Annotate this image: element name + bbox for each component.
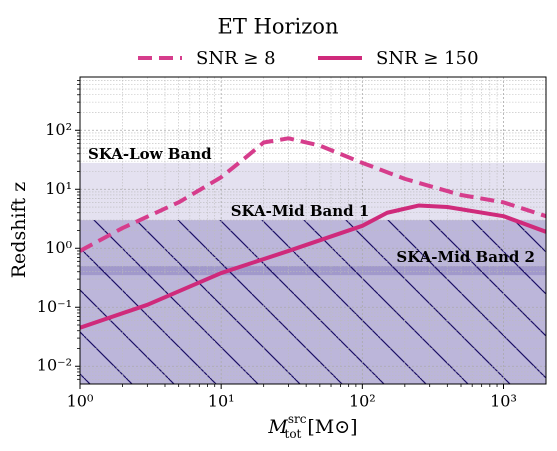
x-label-symbol: M [267, 416, 288, 438]
x-axis-label: Msrc tot [M⊙] [267, 412, 357, 441]
y-axis-label: Redshift z [8, 182, 30, 279]
plot-frame [79, 76, 547, 385]
x-tick-label: 10⁰ [67, 392, 94, 411]
x-tick-label: 10¹ [208, 392, 235, 411]
series-line [80, 203, 546, 330]
x-tick-label: 10³ [490, 392, 517, 411]
x-label-unit: [M⊙] [307, 416, 357, 438]
legend-label: SNR ≥ 8 [196, 48, 276, 69]
band-label: SKA-Low Band [88, 145, 212, 163]
x-label-sup: src [288, 412, 307, 426]
chart-title: ET Horizon [218, 15, 339, 39]
x-label-sub: tot [285, 427, 302, 441]
y-tick-label: 10⁻² [37, 356, 72, 375]
series-line [80, 136, 546, 253]
band-label: SKA-Mid Band 1 [231, 202, 370, 220]
y-tick-label: 10⁻¹ [37, 297, 72, 316]
x-tick-label: 10² [349, 392, 376, 411]
y-tick-label: 10¹ [45, 179, 72, 198]
y-tick-label: 10⁰ [45, 238, 72, 257]
band-label: SKA-Mid Band 2 [396, 248, 535, 266]
legend-label: SNR ≥ 150 [376, 48, 479, 69]
y-tick-label: 10² [45, 120, 72, 139]
plot-area [80, 77, 546, 384]
